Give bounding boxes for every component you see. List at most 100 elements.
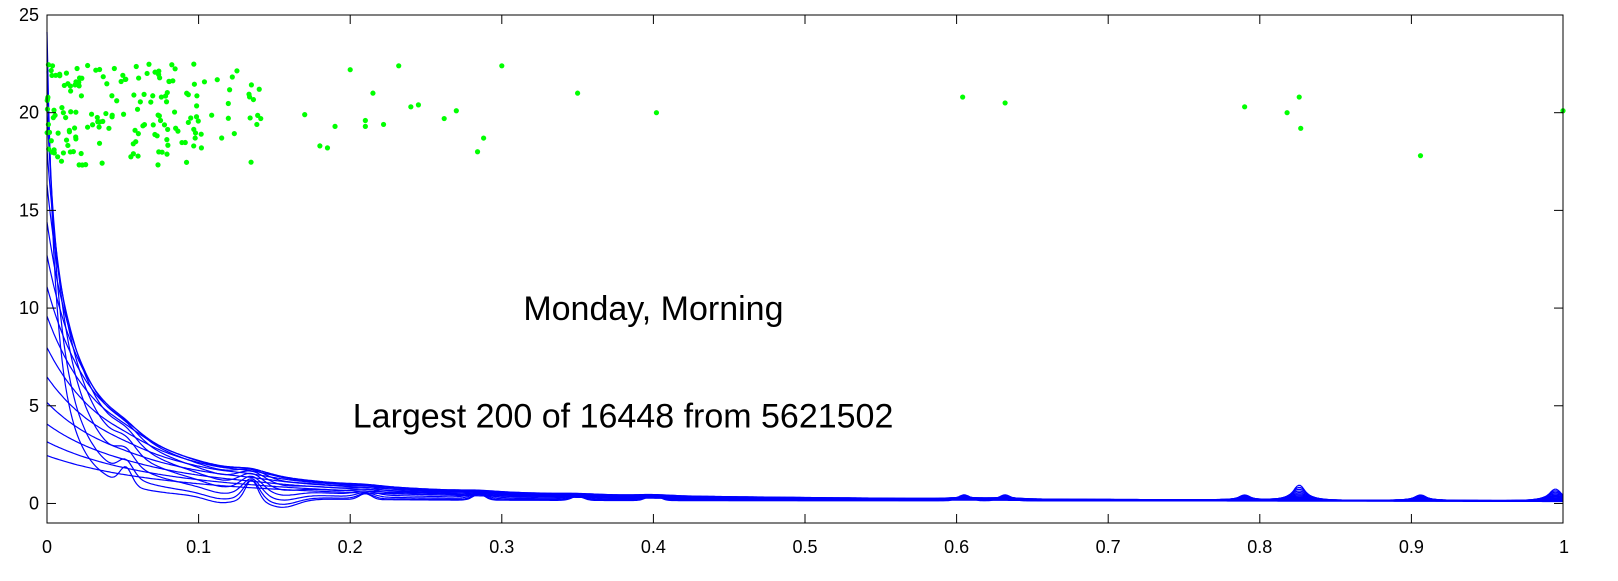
scatter-point <box>104 81 110 87</box>
scatter-point <box>164 137 170 143</box>
scatter-point <box>380 121 387 128</box>
x-tick-label: 0.7 <box>1096 537 1121 557</box>
scatter-point <box>158 94 164 100</box>
scatter-point <box>73 109 79 115</box>
density-curve <box>46 286 1564 502</box>
scatter-point <box>93 67 99 73</box>
scatter-point <box>960 94 966 100</box>
scatter-point <box>362 123 368 129</box>
x-tick-label: 0.3 <box>489 537 514 557</box>
density-curve <box>46 441 1563 502</box>
scatter-point <box>76 83 82 89</box>
scatter-point <box>191 143 197 149</box>
scatter-point <box>57 71 63 77</box>
scatter-point <box>114 98 120 104</box>
scatter-point <box>66 127 72 134</box>
annotation-largest-summary: Largest 200 of 16448 from 5621502 <box>353 397 894 435</box>
scatter-point <box>109 93 115 99</box>
scatter-point <box>1417 153 1424 159</box>
scatter-point <box>78 93 85 99</box>
x-tick-label: 0.4 <box>641 537 666 557</box>
scatter-point <box>148 99 154 105</box>
x-tick-label: 0.5 <box>792 537 817 557</box>
scatter-point <box>247 115 253 121</box>
scatter-point <box>198 131 204 137</box>
scatter-point <box>317 143 323 149</box>
scatter-point <box>201 79 208 85</box>
scatter-point <box>441 115 447 122</box>
scatter-point <box>231 130 237 137</box>
scatter-point <box>100 74 106 80</box>
scatter-point <box>154 133 160 139</box>
scatter-point <box>164 89 170 96</box>
scatter-point <box>250 96 257 103</box>
scatter-point <box>73 136 79 142</box>
x-tick-label: 0.1 <box>186 537 211 557</box>
scatter-point <box>135 131 141 137</box>
scatter-point <box>165 142 171 148</box>
y-tick-label: 5 <box>29 396 39 416</box>
scatter-point <box>165 126 171 133</box>
scatter-point <box>111 65 117 72</box>
scatter-point <box>150 93 156 99</box>
scatter-point <box>141 91 147 97</box>
scatter-point <box>481 135 487 141</box>
scatter-point <box>79 162 85 168</box>
y-tick-label: 10 <box>19 298 39 318</box>
scatter-point <box>136 75 142 81</box>
scatter-point <box>155 162 161 168</box>
scatter-point <box>1002 100 1008 106</box>
y-tick-label: 25 <box>19 5 39 25</box>
scatter-point <box>1242 104 1248 110</box>
scatter-point <box>169 62 175 68</box>
scatter-point <box>141 122 148 128</box>
scatter-point <box>370 90 376 96</box>
scatter-point <box>109 112 115 118</box>
scatter-point <box>362 117 368 124</box>
scatter-point <box>100 118 106 124</box>
x-tick-label: 0.2 <box>338 537 363 557</box>
density-curve <box>46 31 1564 508</box>
scatter-point <box>132 127 138 133</box>
density-curve <box>46 149 1564 502</box>
y-axis: 0 5 10 15 20 25 <box>19 5 1563 513</box>
scatter-point <box>302 112 308 118</box>
scatter-point <box>474 149 481 155</box>
scatter-point <box>59 105 65 111</box>
scatter-point <box>332 123 338 129</box>
scatter-point <box>106 125 112 131</box>
scatter-point <box>324 145 331 151</box>
scatter-point <box>164 151 170 157</box>
scatter-point <box>258 115 264 122</box>
scatter-point <box>191 81 197 87</box>
y-tick-label: 15 <box>19 200 39 220</box>
scatter-point <box>88 111 95 117</box>
scatter-point <box>51 107 57 113</box>
scatter-point <box>214 77 220 83</box>
scatter-point <box>85 62 91 69</box>
plot-frame <box>46 14 1564 524</box>
scatter-point <box>131 92 137 98</box>
scatter-point <box>118 78 124 85</box>
density-curve <box>46 455 1563 503</box>
scatter-point <box>67 83 74 89</box>
scatter-point <box>198 145 205 151</box>
density-curve <box>46 255 1564 502</box>
density-curve <box>46 110 1564 502</box>
x-tick-label: 0.9 <box>1399 537 1424 557</box>
scatter-point <box>156 68 162 74</box>
scatter-point <box>185 119 191 126</box>
scatter-point <box>58 158 65 164</box>
scatter-point <box>73 79 79 85</box>
density-curve <box>46 71 1564 505</box>
scatter-point <box>79 75 85 81</box>
scatter-point <box>161 122 168 128</box>
scatter-point <box>48 67 54 74</box>
scatter-point <box>415 102 422 108</box>
scatter-point <box>499 63 505 69</box>
scatter-point <box>163 99 170 105</box>
scatter-point <box>130 151 136 157</box>
x-tick-label: 0.8 <box>1247 537 1272 557</box>
scatter-point <box>182 139 188 146</box>
y-tick-label: 20 <box>19 103 39 123</box>
